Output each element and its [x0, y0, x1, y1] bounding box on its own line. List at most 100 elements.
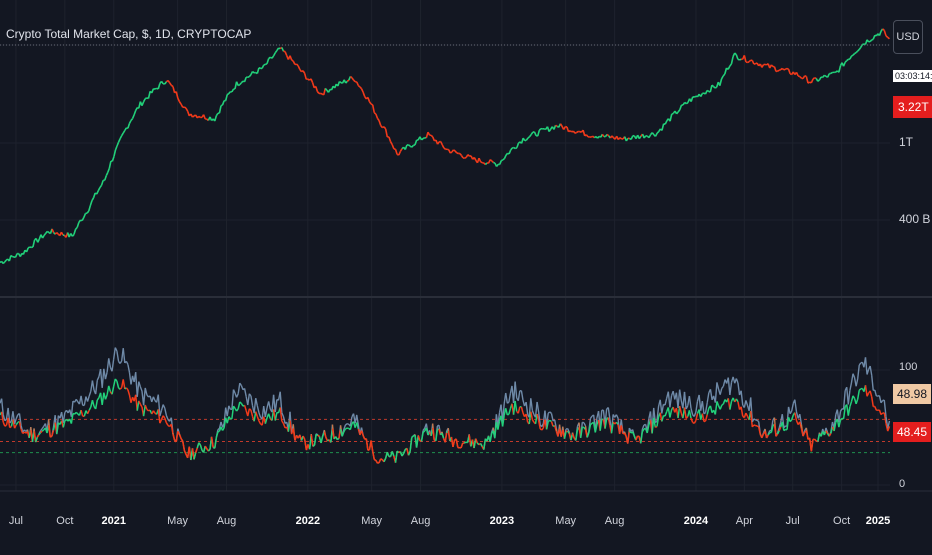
- price-segment: [492, 161, 494, 163]
- price-segment: [694, 96, 696, 97]
- osc-envelope-segment: [507, 402, 509, 403]
- price-segment: [556, 125, 558, 126]
- price-segment: [444, 148, 446, 149]
- price-segment: [358, 86, 360, 87]
- price-segment: [539, 129, 541, 131]
- time-axis-label: Aug: [605, 515, 625, 527]
- osc-envelope-segment: [704, 413, 706, 414]
- price-segment: [490, 160, 492, 161]
- time-axis-label: Jul: [9, 515, 23, 527]
- osc-main-segment: [249, 409, 251, 410]
- time-axis-label: May: [361, 515, 382, 527]
- osc-main-segment: [345, 428, 347, 429]
- osc-main-segment: [337, 438, 339, 439]
- price-segment: [748, 62, 750, 63]
- price-segment: [845, 61, 847, 63]
- price-segment: [292, 60, 294, 61]
- price-segment: [259, 68, 261, 69]
- price-segment: [11, 255, 13, 256]
- osc-axis-label-0: 0: [899, 478, 905, 490]
- price-axis-label-1t: 1T: [899, 135, 913, 149]
- price-segment: [57, 233, 59, 235]
- price-segment: [577, 131, 579, 132]
- price-segment: [238, 85, 240, 86]
- price-segment: [847, 59, 849, 60]
- osc-main-segment: [754, 425, 756, 426]
- price-segment: [31, 247, 33, 248]
- price-segment: [672, 113, 674, 114]
- price-segment: [778, 70, 780, 71]
- price-segment: [350, 76, 352, 77]
- price-segment: [454, 150, 456, 151]
- osc-main-segment: [859, 389, 861, 390]
- time-axis-label: 2022: [296, 515, 320, 527]
- price-segment: [265, 64, 267, 65]
- osc-main-segment: [722, 404, 724, 405]
- time-axis-label: 2024: [684, 515, 708, 527]
- currency-button[interactable]: USD: [893, 20, 923, 54]
- osc-main-segment: [377, 463, 379, 464]
- price-segment: [264, 64, 266, 65]
- price-segment: [347, 80, 349, 81]
- price-segment: [815, 78, 817, 79]
- price-segment: [870, 40, 872, 42]
- osc-value-badge-1: 48.98: [893, 384, 931, 404]
- price-segment: [253, 71, 255, 72]
- countdown-badge: 03:03:14:30: [893, 70, 932, 82]
- price-segment: [749, 60, 751, 62]
- price-segment: [607, 134, 609, 136]
- price-segment: [862, 44, 864, 45]
- time-axis-label: 2021: [102, 515, 126, 527]
- osc-envelope-segment: [655, 421, 657, 422]
- time-axis-label: 2025: [866, 515, 890, 527]
- osc-main-segment: [881, 413, 883, 414]
- price-segment: [712, 85, 714, 86]
- price-segment: [501, 160, 503, 161]
- price-segment: [3, 262, 5, 263]
- price-segment: [824, 75, 826, 76]
- price-segment: [199, 116, 201, 117]
- time-axis-label: Jul: [786, 515, 800, 527]
- price-segment: [423, 138, 425, 139]
- price-segment: [715, 87, 717, 88]
- price-segment: [30, 247, 32, 248]
- price-segment: [28, 247, 30, 248]
- price-segment: [575, 132, 577, 133]
- price-segment: [485, 163, 487, 165]
- osc-main-segment: [507, 414, 509, 415]
- osc-main-segment: [5, 425, 7, 426]
- time-axis-label: May: [167, 515, 188, 527]
- time-axis-label: Oct: [833, 515, 850, 527]
- price-segment: [851, 55, 853, 56]
- price-axis-label-400b: 400 B: [899, 212, 930, 226]
- time-axis-label: Aug: [217, 515, 237, 527]
- price-segment: [515, 148, 517, 149]
- price-segment: [888, 37, 890, 38]
- osc-main-segment: [655, 427, 657, 428]
- price-segment: [145, 98, 147, 99]
- price-segment: [394, 149, 396, 150]
- time-axis-label: Aug: [411, 515, 431, 527]
- price-segment: [872, 39, 874, 40]
- last-price-badge: 3.22T: [893, 96, 932, 118]
- osc-main-segment: [313, 445, 315, 446]
- osc-main-segment: [318, 435, 320, 436]
- price-segment: [805, 76, 807, 77]
- price-segment: [853, 54, 855, 56]
- price-segment: [818, 80, 820, 81]
- price-segment: [457, 153, 459, 154]
- chart-title[interactable]: Crypto Total Market Cap, $, 1D, CRYPTOCA…: [6, 27, 251, 41]
- price-segment: [468, 155, 470, 157]
- osc-main-segment: [423, 431, 425, 432]
- time-axis-label: May: [555, 515, 576, 527]
- osc-main-segment: [464, 442, 466, 443]
- price-segment: [707, 90, 709, 91]
- price-segment: [883, 29, 885, 30]
- price-segment: [503, 159, 505, 160]
- price-segment: [371, 104, 373, 105]
- price-segment: [787, 68, 789, 69]
- price-segment: [798, 76, 800, 77]
